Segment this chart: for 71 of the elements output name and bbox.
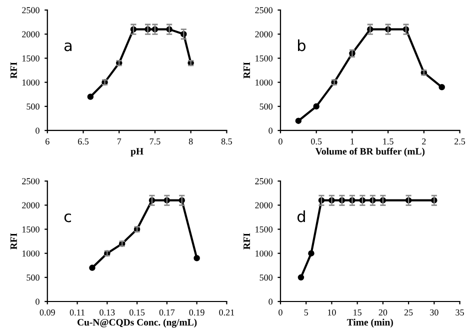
y-tick-label: 1000 [22,250,40,257]
point [194,255,200,262]
point [87,94,94,100]
y-tick-label: 2500 [22,7,40,14]
x-tick-label: 5 [304,309,308,316]
y-tick-label: 2500 [255,7,272,14]
y-tick-label: 2000 [22,31,40,38]
y-tick-label: 1000 [22,79,40,86]
x-tick-label: 0.11 [70,309,84,316]
x-tick-label: 25 [404,309,413,316]
y-tick-label: 0 [268,128,272,134]
y-tick-label: 500 [260,274,272,281]
y-tick-label: 2500 [255,178,272,184]
point [438,84,445,90]
y-axis-title: RFI [10,233,17,250]
x-tick-label: 1.5 [383,138,394,145]
x-tick-label: 35 [456,309,464,316]
point [295,118,302,124]
y-tick-label: 500 [26,274,40,281]
annotation: b [298,39,306,52]
x-tick-label: 0.19 [189,309,204,316]
x-tick-label: 30 [430,309,438,316]
x-tick-label: 2 [422,138,426,144]
x-axis-title: pH [130,148,144,157]
y-tick-label: 2500 [22,178,40,184]
x-tick-label: 0 [278,138,282,144]
x-tick-label: 0.5 [311,138,322,145]
y-tick-label: 0 [36,128,40,134]
x-tick-label: 0.13 [100,309,115,316]
y-tick-label: 1500 [256,226,272,232]
x-tick-label: 20 [378,309,388,316]
x-tick-label: 0 [278,309,282,316]
y-tick-label: 500 [260,104,272,110]
y-axis-title: RFI [244,62,250,78]
x-tick-label: 6.5 [78,138,89,145]
y-tick-label: 1000 [256,79,272,86]
x-axis-title: Volume of BR buffer (mL) [315,148,425,157]
x-tick-label: 0.09 [40,309,55,316]
y-tick-label: 2000 [22,202,40,208]
y-axis-title: RFI [10,62,17,78]
annotation: a [64,42,72,52]
x-tick-label: 2.5 [454,138,466,145]
y-tick-label: 2000 [255,202,272,208]
x-tick-label: 0.21 [219,309,234,316]
y-tick-label: 1500 [22,55,40,62]
y-tick-label: 0 [36,298,40,305]
y-tick-label: 500 [26,104,40,110]
x-tick-label: 8.5 [221,138,232,145]
x-tick-label: 0.17 [159,309,175,316]
y-tick-label: 1500 [22,226,40,232]
y-tick-label: 2000 [255,31,272,38]
x-tick-label: 0.15 [129,309,145,316]
x-tick-label: 8 [188,138,193,144]
point [313,103,320,110]
x-tick-label: 15 [354,309,362,316]
y-tick-label: 0 [268,298,272,305]
annotation: d [297,210,305,222]
x-tick-label: 6 [46,138,50,144]
x-tick-label: 7.5 [150,138,160,145]
annotation: c [64,213,71,222]
x-tick-label: 7 [117,138,122,144]
point [298,274,304,281]
point [89,264,96,271]
x-tick-label: 1 [350,138,354,144]
x-axis-title: Cu-N@CQDs Conc. (ng/mL) [78,318,197,328]
point [308,250,314,256]
x-tick-label: 10 [328,309,336,316]
y-tick-label: 1500 [256,55,272,62]
y-tick-label: 1000 [256,250,272,257]
x-axis-title: Time (min) [347,318,393,328]
y-axis-title: RFI [244,233,250,250]
